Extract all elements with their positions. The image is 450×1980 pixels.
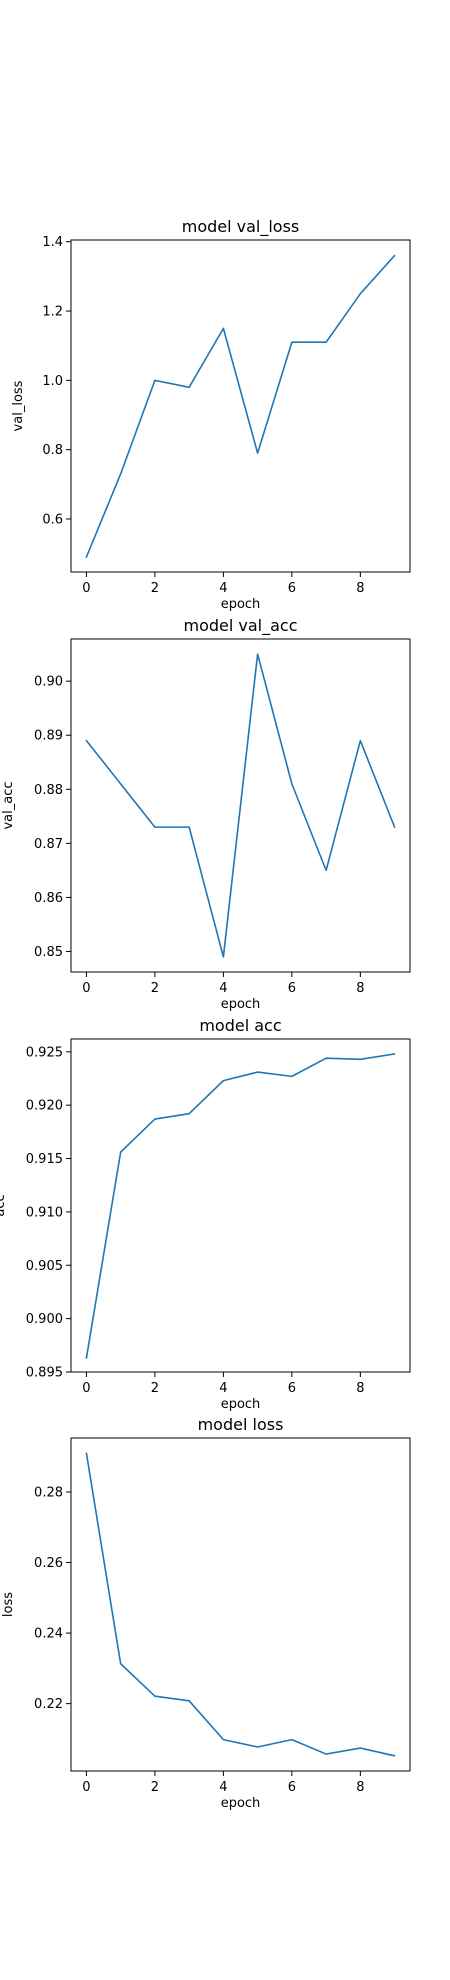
y-tick-label: 0.22 <box>34 1697 63 1712</box>
y-tick-label: 0.26 <box>34 1556 63 1571</box>
x-tick-label: 2 <box>151 1780 159 1795</box>
x-tick-label: 2 <box>151 1381 159 1396</box>
y-axis-label: val_loss <box>11 380 26 431</box>
y-tick-label: 0.6 <box>42 512 63 527</box>
y-tick-label: 1.0 <box>42 374 63 389</box>
chart-title: model acc <box>199 1016 281 1035</box>
x-tick-label: 4 <box>219 1381 227 1396</box>
plot-frame <box>70 1437 411 1772</box>
x-tick-label: 6 <box>288 1381 296 1396</box>
y-tick-label: 0.8 <box>42 443 63 458</box>
x-tick-label: 2 <box>151 581 159 596</box>
x-tick-label: 0 <box>82 1780 90 1795</box>
x-tick-label: 0 <box>82 981 90 996</box>
y-tick-label: 0.85 <box>34 945 63 960</box>
series-line <box>85 653 396 958</box>
x-axis-label: epoch <box>221 597 261 612</box>
chart-panel-2: model val_acc 0 2 4 6 8 0.85 0.86 0.87 0.88 0.89 0.… <box>1 616 411 1012</box>
chart-title: model loss <box>198 1415 284 1434</box>
x-tick-label: 4 <box>219 581 227 596</box>
y-tick-label: 1.2 <box>42 305 63 320</box>
plot-frame <box>70 1038 411 1373</box>
x-axis-label: epoch <box>221 997 261 1012</box>
y-axis-label: acc <box>0 1194 8 1216</box>
y-tick-label: 0.910 <box>26 1205 63 1220</box>
y-tick-label: 0.88 <box>34 783 63 798</box>
y-tick-label: 0.920 <box>26 1099 63 1114</box>
x-tick-label: 8 <box>356 981 364 996</box>
plot-frame <box>70 638 411 973</box>
x-tick-label: 6 <box>288 1780 296 1795</box>
y-tick-label: 0.915 <box>26 1152 63 1167</box>
x-tick-label: 8 <box>356 581 364 596</box>
x-tick-label: 6 <box>288 581 296 596</box>
chart-panel-1: model val_loss 0 2 4 6 8 0.6 0.8 1.0 1.2 1.4 epoch v… <box>11 217 411 612</box>
chart-panel-4: model loss 0 2 4 6 8 0.22 0.24 0.26 0.28 epoch loss <box>1 1415 411 1811</box>
y-tick-label: 0.900 <box>26 1312 63 1327</box>
y-tick-label: 0.87 <box>34 837 63 852</box>
y-tick-label: 0.86 <box>34 891 63 906</box>
chart-title: model val_loss <box>182 217 300 237</box>
plot-frame <box>70 239 411 573</box>
y-axis-label: val_acc <box>1 781 16 829</box>
x-tick-label: 0 <box>82 581 90 596</box>
chart-title: model val_acc <box>183 616 297 636</box>
x-axis-label: epoch <box>221 1796 261 1811</box>
series-line <box>85 1452 396 1757</box>
y-tick-label: 0.28 <box>34 1485 63 1500</box>
x-tick-label: 6 <box>288 981 296 996</box>
x-tick-label: 8 <box>356 1381 364 1396</box>
y-tick-label: 0.895 <box>26 1366 63 1381</box>
x-tick-label: 4 <box>219 981 227 996</box>
series-line <box>85 254 396 558</box>
series-line <box>85 1053 396 1359</box>
x-tick-label: 8 <box>356 1780 364 1795</box>
x-tick-label: 4 <box>219 1780 227 1795</box>
y-axis-label: loss <box>1 1592 16 1617</box>
y-tick-label: 0.89 <box>34 729 63 744</box>
y-tick-label: 1.4 <box>42 235 63 250</box>
y-tick-label: 0.24 <box>34 1627 63 1642</box>
x-tick-label: 2 <box>151 981 159 996</box>
y-tick-label: 0.905 <box>26 1259 63 1274</box>
chart-panel-3: model acc 0 2 4 6 8 0.895 0.900 0.905 0.910 0.915 0… <box>0 1016 411 1412</box>
y-tick-label: 0.90 <box>34 675 63 690</box>
x-tick-label: 0 <box>82 1381 90 1396</box>
x-axis-label: epoch <box>221 1397 261 1412</box>
y-tick-label: 0.925 <box>26 1045 63 1060</box>
